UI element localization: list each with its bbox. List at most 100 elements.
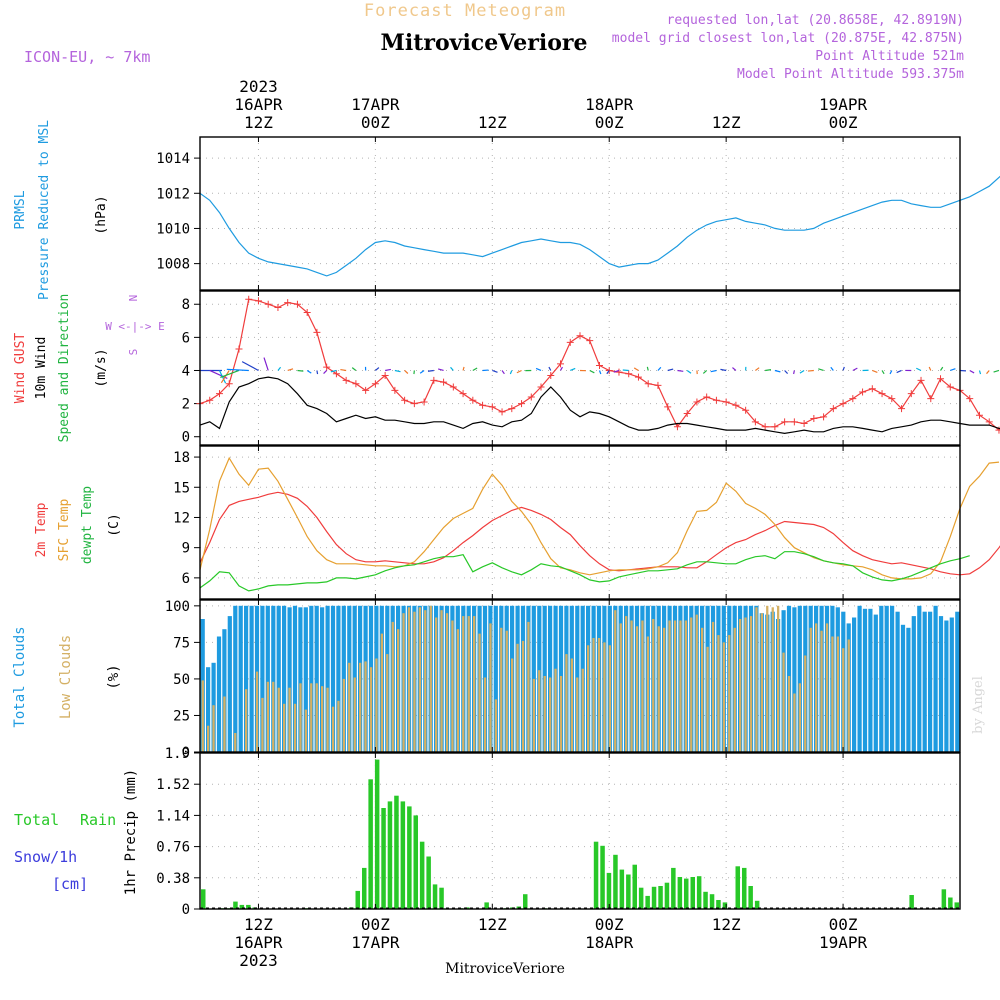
y-tick-label: 12	[173, 510, 190, 526]
bar-precip	[754, 900, 760, 909]
bar-clouds	[293, 703, 297, 752]
wind-ylabel: Wind GUST 10m Wind Speed and Direction (…	[13, 294, 165, 443]
bar-clouds	[684, 620, 687, 752]
bar-precip	[690, 877, 695, 909]
gust-marker	[420, 398, 428, 406]
total-clouds-label: Total Clouds	[12, 626, 28, 727]
y-tick-label: 1.52	[156, 777, 190, 793]
bar-clouds	[337, 700, 340, 752]
bar-clouds	[938, 616, 944, 752]
bar-clouds	[706, 646, 709, 752]
bar-clouds	[608, 645, 611, 752]
panel-wind: 0 2 4 6 8	[182, 290, 1000, 446]
bottom-time-label: 19APR	[819, 933, 868, 952]
bar-precip	[465, 907, 470, 909]
wind-arrow	[589, 369, 595, 374]
gust-marker	[293, 300, 301, 308]
gust-marker	[693, 398, 701, 406]
credit: by Angel	[971, 676, 986, 734]
gust-marker	[401, 396, 409, 404]
wind-arrow	[881, 370, 885, 375]
gust-marker	[547, 371, 555, 379]
bar-clouds	[299, 683, 302, 752]
y-tick-label: 25	[173, 708, 190, 724]
gust-marker	[557, 360, 565, 368]
bar-precip	[413, 815, 418, 909]
bar-clouds	[597, 638, 601, 752]
wind-arrow	[492, 369, 498, 373]
gust-marker	[595, 362, 603, 370]
wind-arrow	[755, 367, 760, 371]
wind-arrow	[330, 369, 337, 373]
gust-marker	[537, 383, 545, 391]
wind-arrow	[548, 366, 552, 371]
y-tick-label: 100	[165, 599, 190, 615]
wind-arrow	[226, 368, 249, 372]
bar-clouds	[949, 617, 954, 752]
bar-clouds	[489, 623, 492, 752]
bar-clouds	[559, 676, 563, 752]
top-time-label: 16APR	[234, 95, 283, 114]
gust-marker	[342, 376, 350, 384]
wind10m-label: 10m Wind	[34, 337, 49, 400]
bar-clouds	[868, 608, 873, 752]
bar-precip	[239, 904, 245, 909]
bar-precip	[638, 887, 644, 909]
y-tick-label: 0.38	[156, 871, 190, 887]
bottom-time-label: 12Z	[478, 915, 507, 934]
bar-clouds	[646, 636, 649, 752]
bar-clouds	[809, 627, 812, 752]
bottom-time-label: 17APR	[351, 933, 400, 952]
bar-clouds	[386, 654, 389, 752]
bar-clouds	[418, 607, 421, 752]
bar-clouds	[429, 605, 432, 752]
prmsl-label: PRMSL	[13, 190, 28, 229]
wind-arrow	[993, 369, 1000, 373]
bar-clouds	[451, 620, 454, 752]
y-tick-label: 1012	[156, 186, 190, 202]
bar-precip	[703, 891, 708, 909]
wind-arrow	[818, 368, 824, 372]
bar-clouds	[478, 633, 481, 752]
wind-arrow	[928, 366, 932, 371]
gust-marker	[966, 395, 974, 403]
bar-clouds	[260, 605, 265, 752]
speed-dir-label: Speed and Direction	[57, 294, 72, 443]
bar-precip	[593, 841, 599, 909]
bar-clouds	[543, 676, 546, 752]
bar-clouds	[310, 683, 313, 752]
bar-clouds	[288, 687, 291, 752]
bar-clouds	[494, 699, 497, 752]
wind-arrow	[793, 370, 795, 375]
requested-coords: requested lon,lat (20.8658E, 42.8919N)	[667, 13, 964, 28]
bar-clouds	[798, 683, 801, 752]
bar-clouds	[917, 605, 922, 752]
wind-arrow	[509, 370, 513, 375]
gust-marker	[868, 385, 876, 393]
bar-clouds	[233, 605, 238, 752]
series-line-sfc-temp	[199, 456, 1000, 580]
bar-precip	[355, 890, 360, 909]
wind-arrow	[799, 369, 805, 374]
y-tick-label: 15	[173, 480, 190, 496]
bar-clouds	[581, 668, 584, 752]
bar-clouds	[298, 607, 303, 752]
bar-clouds	[391, 621, 394, 752]
bar-clouds	[744, 617, 747, 752]
gust-marker	[313, 328, 321, 336]
bar-clouds	[831, 636, 834, 752]
gust-marker	[449, 383, 457, 391]
wind-arrow	[720, 368, 727, 372]
gust-marker	[527, 393, 535, 401]
bar-precip	[742, 867, 747, 909]
wind-arrow	[472, 367, 478, 372]
bar-clouds	[397, 629, 400, 752]
bar-clouds	[532, 678, 535, 752]
gust-marker	[440, 378, 448, 386]
precip-mm-label: 1hr Precip (mm)	[123, 769, 139, 895]
bar-clouds	[413, 611, 416, 752]
bar-clouds	[847, 639, 850, 752]
bar-precip	[909, 895, 914, 909]
top-time-label: 12Z	[712, 113, 741, 132]
